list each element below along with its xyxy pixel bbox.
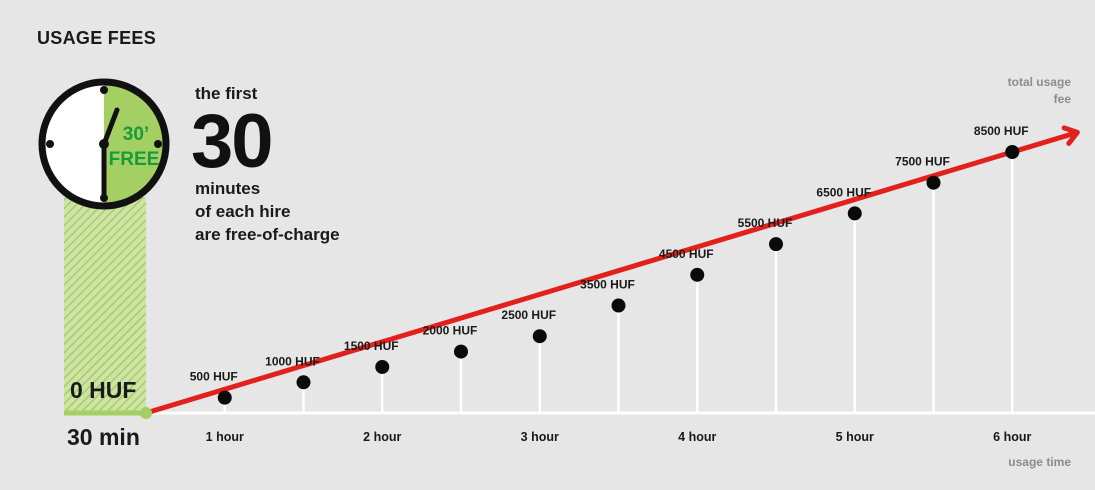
fee-line bbox=[143, 130, 1078, 416]
x-tick-label: 3 hour bbox=[521, 430, 559, 444]
data-point bbox=[847, 206, 862, 221]
fee-line-group bbox=[143, 125, 1080, 416]
fee-line-arrowhead bbox=[1061, 125, 1080, 146]
intro-big-number: 30 bbox=[191, 99, 272, 184]
intro-line2: minutes bbox=[195, 179, 260, 198]
y-axis-title-line1: total usage bbox=[1008, 75, 1072, 89]
data-point bbox=[454, 344, 468, 359]
data-points bbox=[140, 145, 1020, 419]
start-point bbox=[140, 407, 152, 419]
data-point bbox=[296, 375, 311, 390]
x-tick-label: 4 hour bbox=[678, 430, 716, 444]
data-point bbox=[1005, 145, 1020, 159]
intro-line4: are free-of-charge bbox=[195, 225, 340, 244]
data-point bbox=[690, 267, 705, 282]
x-tick-label: 5 hour bbox=[836, 430, 874, 444]
point-label: 5500 HUF bbox=[738, 216, 793, 230]
x-axis-title: usage time bbox=[1008, 455, 1071, 469]
x-tick-label: 2 hour bbox=[363, 430, 401, 444]
point-label: 2000 HUF bbox=[423, 324, 478, 338]
data-point bbox=[532, 329, 547, 344]
x-tick-label: 6 hour bbox=[993, 430, 1031, 444]
point-label: 6500 HUF bbox=[816, 185, 871, 199]
intro-line3: of each hire bbox=[195, 202, 290, 221]
data-point bbox=[611, 298, 626, 313]
chart-title: USAGE FEES bbox=[37, 28, 156, 48]
point-label: 8500 HUF bbox=[974, 124, 1029, 138]
x-tick-label: 1 hour bbox=[206, 430, 244, 444]
free-fee-label: 0 HUF bbox=[70, 377, 136, 403]
free-period-zone bbox=[64, 197, 146, 413]
clock-free-label: FREE bbox=[109, 149, 160, 170]
point-label: 500 HUF bbox=[190, 370, 238, 384]
point-label: 1500 HUF bbox=[344, 339, 399, 353]
free-duration-label: 30 min bbox=[67, 424, 140, 450]
data-point bbox=[217, 390, 232, 405]
x-tick-labels: 1 hour 2 hour 3 hour 4 hour 5 hour 6 hour bbox=[206, 430, 1032, 444]
point-label: 7500 HUF bbox=[895, 155, 950, 169]
point-label: 2500 HUF bbox=[501, 308, 556, 322]
clock-icon: 30’ FREE bbox=[38, 78, 170, 210]
data-point bbox=[375, 359, 390, 374]
clock-free-minutes: 30’ bbox=[123, 124, 149, 145]
data-point bbox=[926, 175, 941, 190]
drop-lines bbox=[223, 152, 1014, 413]
point-labels: 500 HUF 1000 HUF 1500 HUF 2000 HUF 2500 HUF 3… bbox=[190, 124, 1029, 384]
y-axis-title-line2: fee bbox=[1054, 92, 1072, 106]
data-point bbox=[769, 237, 783, 252]
point-label: 1000 HUF bbox=[265, 354, 320, 368]
point-label: 3500 HUF bbox=[580, 278, 635, 292]
intro-line1: the first bbox=[195, 84, 258, 103]
point-label: 4500 HUF bbox=[659, 247, 714, 261]
